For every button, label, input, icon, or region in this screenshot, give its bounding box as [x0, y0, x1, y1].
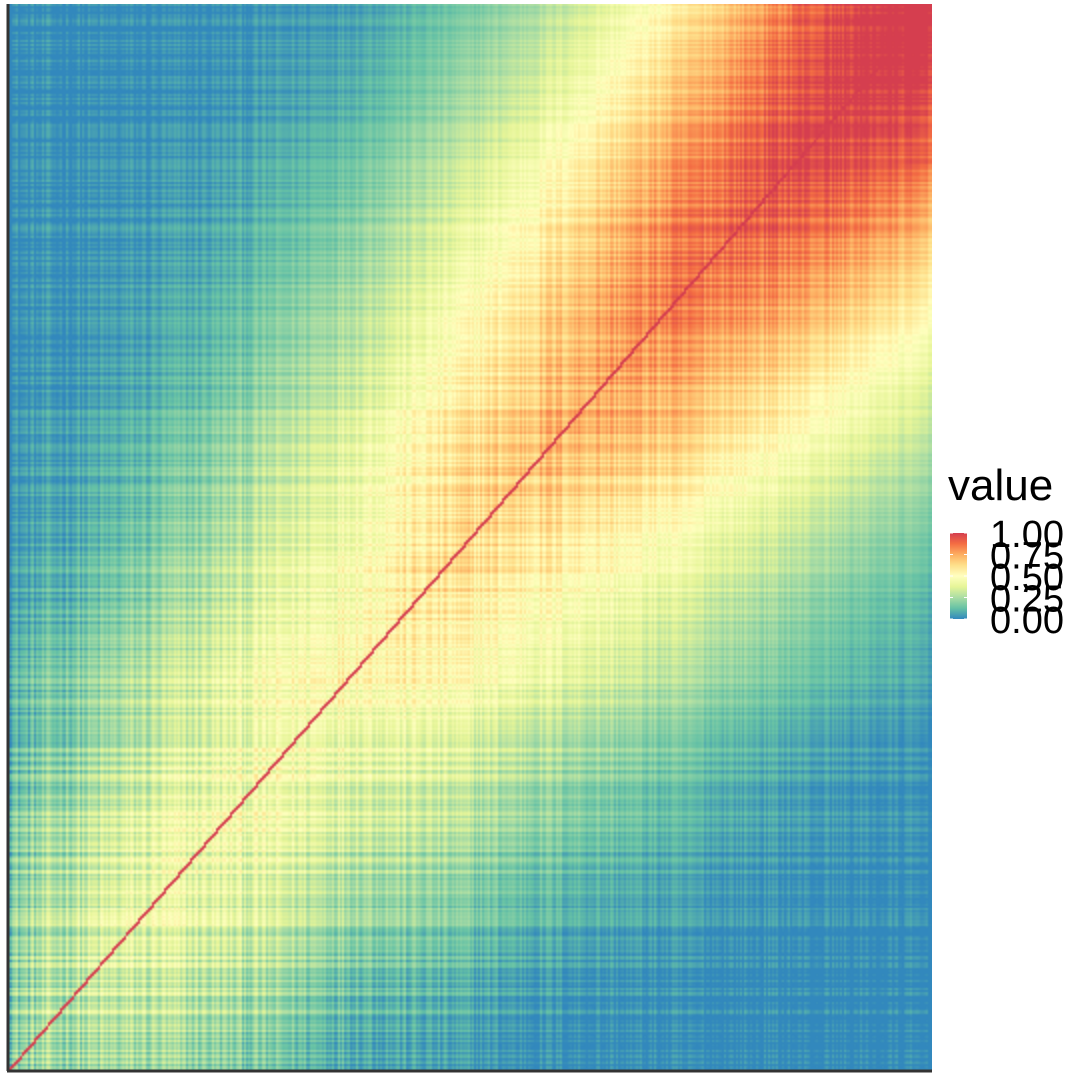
- legend-tick-label: 1.00: [990, 514, 1064, 556]
- legend-colorbar: [950, 533, 967, 619]
- legend-tick-label: 0.75: [990, 536, 1064, 578]
- legend-tick-label: 0.25: [990, 579, 1064, 621]
- heatmap-plot-area: [8, 4, 932, 1070]
- legend-title: value: [948, 461, 1053, 510]
- legend-tick-label: 0.50: [990, 557, 1064, 599]
- legend-tick-label: 0.00: [990, 600, 1064, 642]
- legend-ticks: 0.000.250.500.751.00: [950, 514, 1064, 642]
